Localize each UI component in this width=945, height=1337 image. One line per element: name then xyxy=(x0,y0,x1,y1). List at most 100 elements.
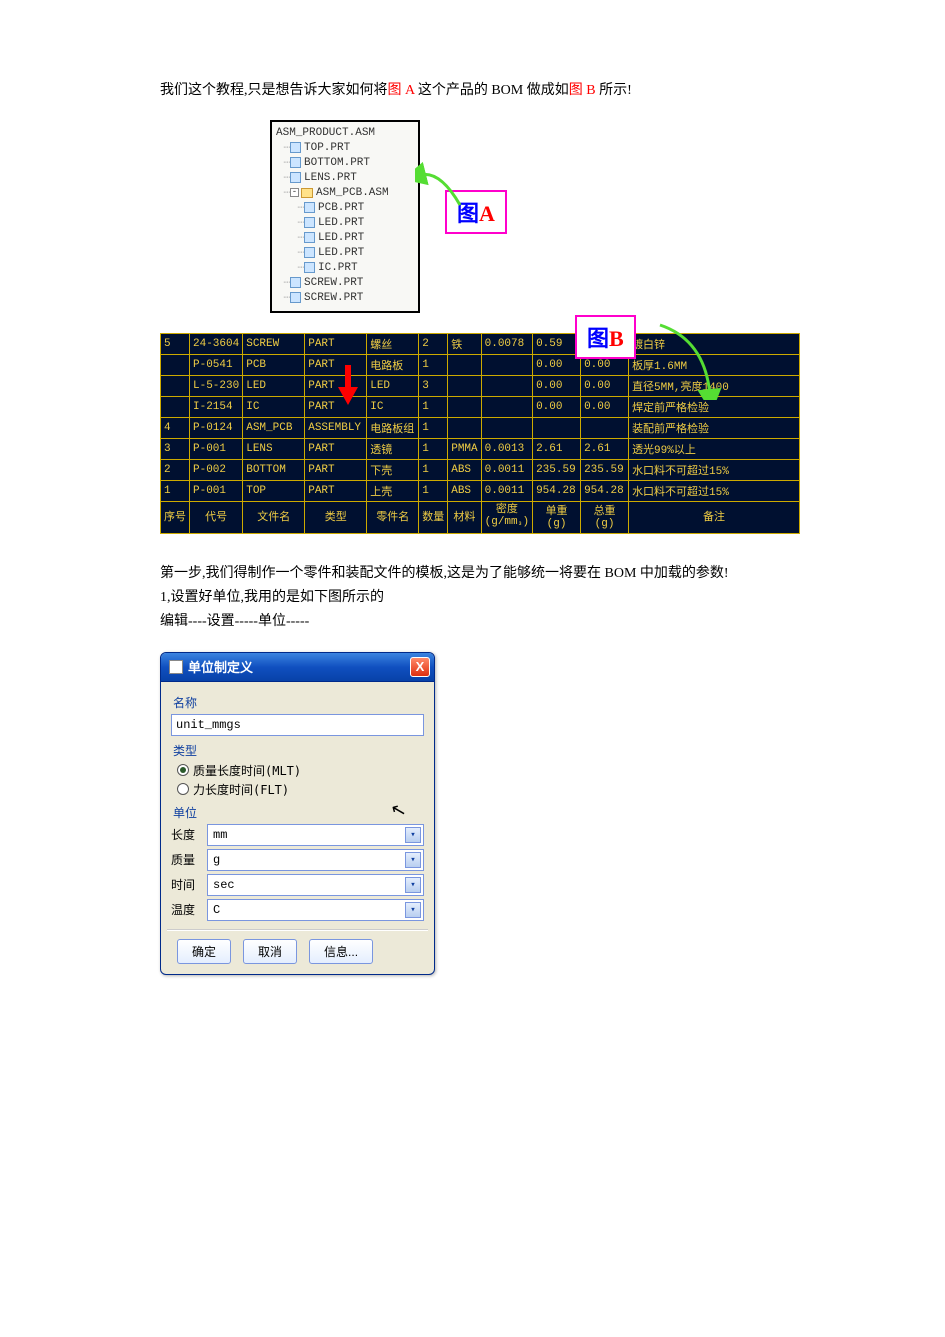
table-cell: 透光99%以上 xyxy=(629,439,800,460)
tree-item[interactable]: ┈BOTTOM.PRT xyxy=(276,155,414,170)
file-icon xyxy=(290,157,301,168)
tree-item[interactable]: ┈-ASM_PCB.ASM xyxy=(276,185,414,200)
table-cell: P-002 xyxy=(190,460,243,481)
intro-suffix: 所示! xyxy=(596,83,632,98)
table-cell: 24-3604 xyxy=(190,334,243,355)
tree-connector: ┈ xyxy=(276,186,290,199)
table-cell xyxy=(161,397,190,418)
body-p2: 1,设置好单位,我用的是如下图所示的 xyxy=(160,586,785,610)
info-button[interactable]: 信息... xyxy=(309,939,373,964)
table-header-cell: 单重(g) xyxy=(533,502,581,534)
table-cell: 上壳 xyxy=(367,481,419,502)
unit-row: 时间sec▾ xyxy=(171,874,424,896)
table-cell: SCREW xyxy=(243,334,305,355)
tree-item[interactable]: ┈ SCREW.PRT xyxy=(276,275,414,290)
chevron-down-icon[interactable]: ▾ xyxy=(405,852,421,868)
group-unit-label: 单位 xyxy=(173,804,424,821)
tree-item[interactable]: ┈ LENS.PRT xyxy=(276,170,414,185)
file-icon xyxy=(304,217,315,228)
tree-connector: ┈ xyxy=(276,171,290,184)
table-cell: 235.59 xyxy=(533,460,581,481)
radio-mlt-label: 质量长度时间(MLT) xyxy=(193,762,301,779)
table-header-row: 序号代号文件名类型零件名数量材料密度(g/mm³)单重(g)总重(g)备注 xyxy=(161,502,800,534)
tree-item-label: BOTTOM.PRT xyxy=(304,157,370,169)
table-cell xyxy=(481,376,532,397)
table-cell: 水口料不可超过15% xyxy=(629,460,800,481)
tree-item[interactable]: ┈LED.PRT xyxy=(276,215,414,230)
table-row: 3P-001LENSPART透镜1PMMA0.00132.612.61透光99%… xyxy=(161,439,800,460)
radio-mlt[interactable] xyxy=(177,764,189,776)
unit-select-value: mm xyxy=(213,828,227,842)
file-icon xyxy=(290,172,301,183)
table-cell: 235.59 xyxy=(581,460,629,481)
table-cell: 水口料不可超过15% xyxy=(629,481,800,502)
radio-flt[interactable] xyxy=(177,783,189,795)
table-cell: IC xyxy=(367,397,419,418)
tree-item[interactable]: ┈ SCREW.PRT xyxy=(276,290,414,305)
tree-item[interactable]: ┈IC.PRT xyxy=(276,260,414,275)
chevron-down-icon[interactable]: ▾ xyxy=(405,877,421,893)
file-icon xyxy=(304,247,315,258)
group-type-label: 类型 xyxy=(173,742,424,759)
tree-expander-icon[interactable]: - xyxy=(290,188,299,197)
table-cell xyxy=(481,355,532,376)
radio-flt-row[interactable]: 力长度时间(FLT) xyxy=(177,781,424,798)
unit-row-label: 质量 xyxy=(171,851,207,868)
cancel-button[interactable]: 取消 xyxy=(243,939,297,964)
table-cell xyxy=(161,376,190,397)
ok-button[interactable]: 确定 xyxy=(177,939,231,964)
table-cell: 2.61 xyxy=(533,439,581,460)
table-cell: 0.00 xyxy=(533,355,581,376)
intro-prefix: 我们这个教程,只是想告诉大家如何将 xyxy=(160,83,388,98)
chevron-down-icon[interactable]: ▾ xyxy=(405,827,421,843)
table-cell: P-001 xyxy=(190,481,243,502)
tree-root[interactable]: ASM_PRODUCT.ASM xyxy=(276,126,414,140)
intro-fig-b: 图 B xyxy=(569,83,596,98)
tree-item-label: IC.PRT xyxy=(318,262,358,274)
table-cell: PCB xyxy=(243,355,305,376)
table-cell: IC xyxy=(243,397,305,418)
tree-item[interactable]: ┈LED.PRT xyxy=(276,230,414,245)
unit-dialog: 单位制定义 X 名称 类型 质量长度时间(MLT) 力长度时间(FLT) ↖ 单… xyxy=(160,652,435,975)
close-button[interactable]: X xyxy=(410,657,430,677)
table-cell: 0.0011 xyxy=(481,481,532,502)
table-cell: 铁 xyxy=(448,334,481,355)
table-cell: 954.28 xyxy=(581,481,629,502)
dialog-sys-icon xyxy=(169,660,183,674)
table-header-cell: 密度(g/mm³) xyxy=(481,502,532,534)
tree-connector: ┈ xyxy=(276,291,290,304)
dialog-titlebar[interactable]: 单位制定义 X xyxy=(161,653,434,682)
table-cell xyxy=(448,418,481,439)
tree-connector: ┈ xyxy=(276,276,290,289)
arrow-green-to-tree xyxy=(415,160,465,210)
file-icon xyxy=(290,142,301,153)
tree-item-label: LED.PRT xyxy=(318,232,364,244)
tree-item[interactable]: ┈TOP.PRT xyxy=(276,140,414,155)
table-cell: 0.00 xyxy=(533,397,581,418)
tree-connector: ┈ xyxy=(276,141,290,154)
chevron-down-icon[interactable]: ▾ xyxy=(405,902,421,918)
table-cell: 5 xyxy=(161,334,190,355)
table-row: 1P-001TOPPART上壳1ABS0.0011954.28954.28水口料… xyxy=(161,481,800,502)
tree-item-label: SCREW.PRT xyxy=(304,292,363,304)
unit-select[interactable]: mm ▾ xyxy=(207,824,424,846)
unit-select[interactable]: g▾ xyxy=(207,849,424,871)
table-cell: PART xyxy=(305,439,367,460)
tree-item-label: LED.PRT xyxy=(318,247,364,259)
tree-item[interactable]: ┈PCB.PRT xyxy=(276,200,414,215)
name-input[interactable] xyxy=(171,714,424,736)
table-cell: LED xyxy=(367,376,419,397)
radio-mlt-row[interactable]: 质量长度时间(MLT) xyxy=(177,762,424,779)
file-icon xyxy=(304,202,315,213)
tree-item-label: LENS.PRT xyxy=(304,172,357,184)
tree-panel: ASM_PRODUCT.ASM ┈TOP.PRT┈BOTTOM.PRT┈LENS… xyxy=(270,120,420,313)
table-cell: 装配前严格检验 xyxy=(629,418,800,439)
tree-item[interactable]: ┈LED.PRT xyxy=(276,245,414,260)
unit-select[interactable]: C▾ xyxy=(207,899,424,921)
body-text: 第一步,我们得制作一个零件和装配文件的模板,这是为了能够统一将要在 BOM 中加… xyxy=(160,562,785,633)
table-row: 2P-002BOTTOMPART下壳1ABS0.0011235.59235.59… xyxy=(161,460,800,481)
dialog-separator xyxy=(167,929,428,931)
unit-row-label: 长度 xyxy=(171,826,207,843)
tree-item-label: SCREW.PRT xyxy=(304,277,363,289)
unit-select[interactable]: sec▾ xyxy=(207,874,424,896)
